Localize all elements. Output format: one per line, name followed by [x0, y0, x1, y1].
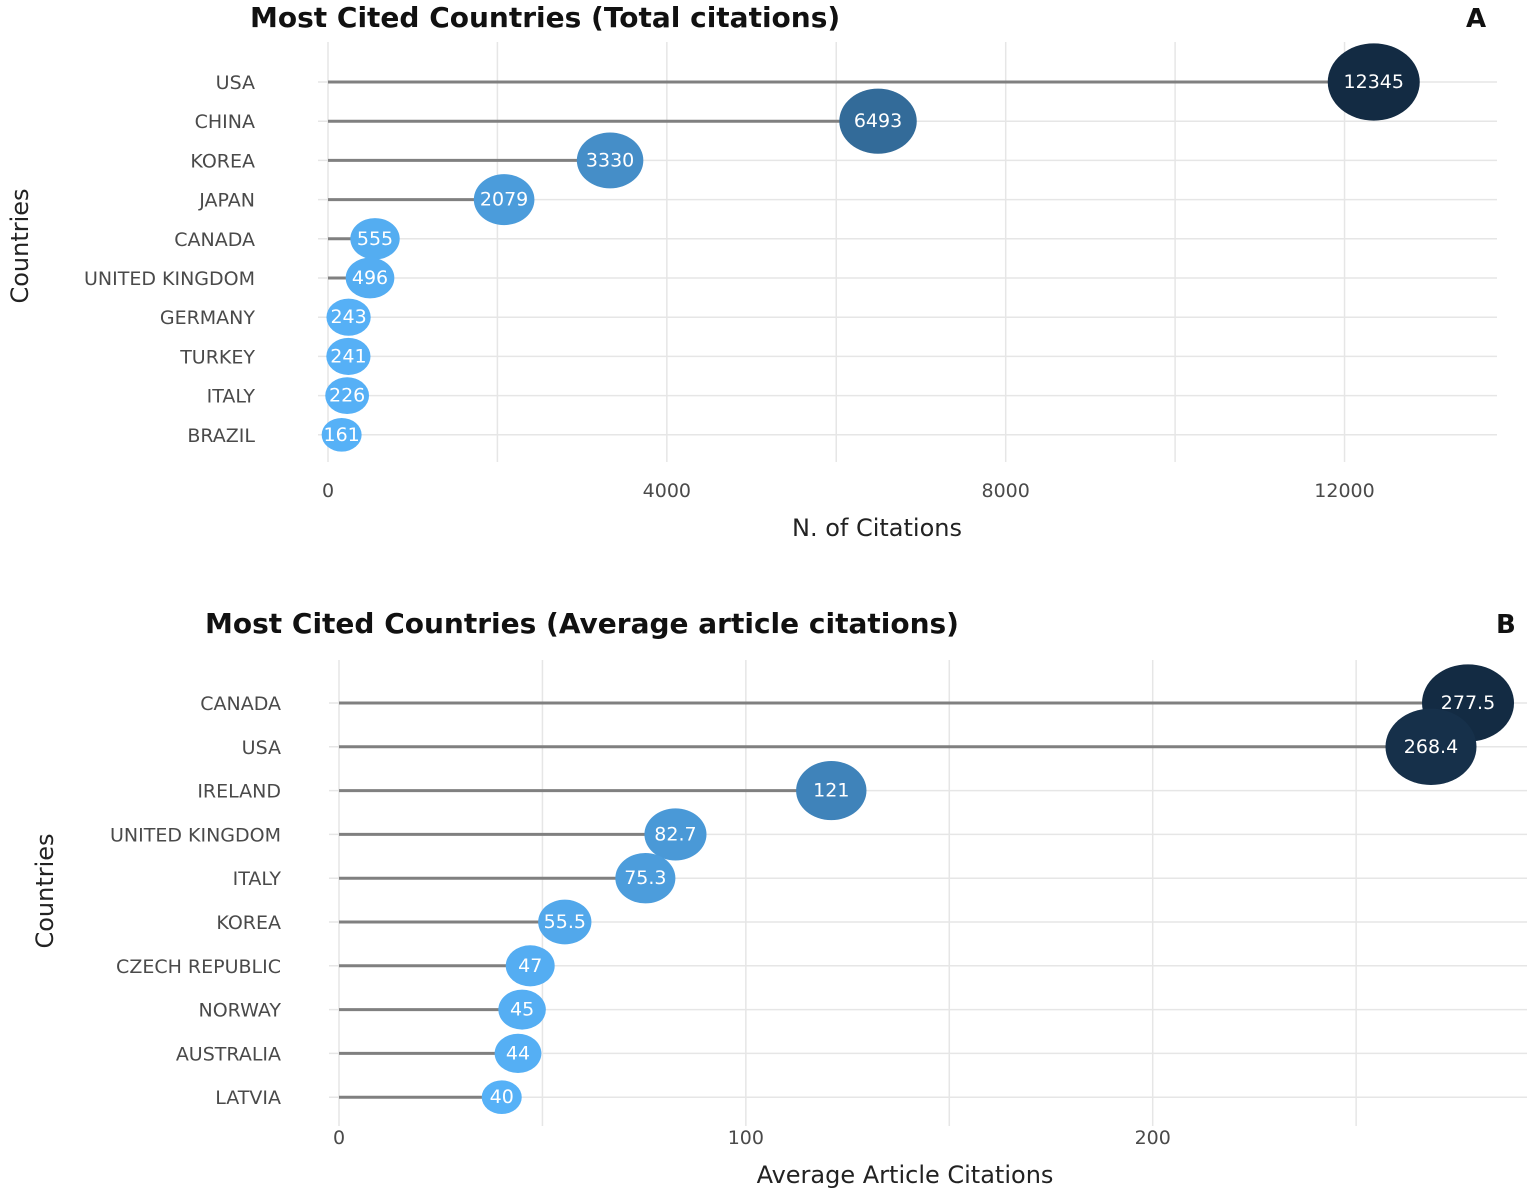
panel-b-category-labels: CANADA USA IRELAND UNITED KINGDOM ITALY KOREA…	[110, 693, 281, 1109]
panel-b-value-label-canada: 277.5	[1441, 692, 1495, 714]
panel-a: Most Cited Countries (Total citations) A…	[6, 1, 1497, 542]
panel-a-value-label-turkey: 241	[330, 345, 366, 367]
panel-b-value-label-united-kingdom: 82.7	[654, 823, 696, 845]
panel-b-category-label-italy: ITALY	[233, 868, 282, 890]
panel-b-value-label-norway: 45	[510, 999, 534, 1021]
panel-a-point-united-kingdom	[345, 257, 395, 299]
panel-a-value-label-brazil: 161	[324, 424, 360, 446]
panel-a-category-label-usa: USA	[216, 72, 255, 94]
panel-a-point-brazil	[321, 418, 362, 452]
panel-a-letter: A	[1466, 4, 1486, 34]
panel-b-value-label-korea: 55.5	[544, 911, 586, 933]
panel-a-x-axis-title: N. of Citations	[792, 514, 962, 542]
panel-a-category-label-germany: GERMANY	[160, 307, 256, 329]
panel-b-point-italy	[615, 852, 676, 904]
panel-a-value-label-united-kingdom: 496	[352, 267, 388, 289]
panel-a-point-italy	[325, 377, 370, 414]
panel-a-value-label-germany: 243	[330, 306, 366, 328]
panel-a-value-label-korea: 3330	[586, 149, 634, 171]
panel-a-title: Most Cited Countries (Total citations)	[250, 1, 840, 34]
panel-b-x-tick-0: 0	[333, 1127, 345, 1149]
panel-b-value-label-czech-republic: 47	[518, 955, 542, 977]
panel-a-y-axis-title: Countries	[6, 188, 34, 303]
panel-b-point-usa	[1385, 708, 1477, 786]
panel-b-point-latvia	[481, 1080, 522, 1114]
panel-b-x-tick-200: 200	[1135, 1127, 1171, 1149]
panel-b-point-korea	[538, 899, 592, 945]
panel-a-value-label-usa: 12345	[1344, 71, 1404, 93]
panel-b-category-label-czech-republic: CZECH REPUBLIC	[116, 956, 281, 978]
panel-b-points: 277.5 268.4 121 82.7 75.3 55.547 45 44 40	[481, 664, 1515, 1114]
panel-a-category-label-japan: JAPAN	[198, 190, 255, 212]
panel-b-point-ireland	[796, 761, 867, 821]
panel-b-x-axis-title: Average Article Citations	[757, 1161, 1054, 1189]
panel-b-value-label-latvia: 40	[490, 1086, 514, 1108]
panel-b-stems	[339, 701, 1469, 1099]
panel-b-y-axis-title: Countries	[31, 833, 59, 948]
panel-b-point-united-kingdom	[644, 808, 707, 861]
panel-b-x-ticks: 0 100 200	[333, 1127, 1171, 1149]
panel-b-category-label-latvia: LATVIA	[215, 1087, 281, 1109]
panel-a-point-japan	[473, 174, 535, 226]
panel-b-category-label-canada: CANADA	[200, 693, 281, 715]
panel-a-point-china	[839, 88, 917, 154]
panel-a-category-label-canada: CANADA	[174, 229, 255, 251]
panel-a-x-tick-0: 0	[322, 480, 334, 502]
panel-b-point-australia	[494, 1033, 542, 1074]
panel-a-points: 12345 6493 3330 2079 555 496 243 241 226 161	[321, 43, 1420, 452]
panel-a-category-label-turkey: TURKEY	[179, 346, 255, 368]
panel-a-point-korea	[576, 132, 644, 189]
panel-a-x-tick-8000: 8000	[982, 480, 1030, 502]
panel-b: Most Cited Countries (Average article ci…	[31, 607, 1527, 1189]
panel-a-value-label-japan: 2079	[480, 189, 528, 211]
panel-b-category-label-australia: AUSTRALIA	[176, 1043, 281, 1065]
panel-a-category-label-italy: ITALY	[207, 386, 256, 408]
panel-b-category-label-united-kingdom: UNITED KINGDOM	[110, 824, 281, 846]
panel-b-value-label-usa: 268.4	[1404, 736, 1458, 758]
panel-a-category-label-brazil: BRAZIL	[187, 425, 255, 447]
panel-b-value-label-australia: 44	[506, 1042, 530, 1064]
panel-b-category-label-norway: NORWAY	[199, 1000, 282, 1022]
panel-a-point-usa	[1327, 43, 1420, 121]
panel-a-point-canada	[350, 218, 400, 260]
panel-a-point-germany	[326, 298, 371, 336]
panel-a-x-tick-4000: 4000	[643, 480, 691, 502]
panel-b-value-label-ireland: 121	[813, 780, 849, 802]
panel-b-category-label-usa: USA	[242, 737, 281, 759]
panel-a-x-ticks: 0 4000 8000 12000	[322, 480, 1375, 502]
panel-a-category-labels: USA CHINA KOREA JAPAN CANADA UNITED KINGDOM GE…	[84, 72, 255, 447]
panel-b-point-czech-republic	[505, 945, 555, 987]
panel-b-x-tick-100: 100	[728, 1127, 764, 1149]
panel-a-value-label-canada: 555	[357, 228, 393, 250]
panel-a-point-turkey	[326, 337, 371, 375]
panel-a-x-tick-12000: 12000	[1314, 480, 1374, 502]
panel-a-value-label-china: 6493	[854, 110, 902, 132]
panel-a-value-label-italy: 226	[329, 385, 365, 407]
panel-b-category-label-ireland: IRELAND	[197, 781, 281, 803]
panel-b-point-norway	[498, 989, 546, 1030]
panel-b-title: Most Cited Countries (Average article ci…	[205, 607, 959, 640]
panel-b-value-label-italy: 75.3	[624, 867, 666, 889]
panel-a-category-label-china: CHINA	[195, 111, 255, 133]
panel-a-category-label-korea: KOREA	[190, 150, 255, 172]
panel-b-category-label-korea: KOREA	[216, 912, 281, 934]
panel-b-letter: B	[1496, 610, 1516, 640]
panel-a-category-label-united-kingdom: UNITED KINGDOM	[84, 268, 255, 290]
